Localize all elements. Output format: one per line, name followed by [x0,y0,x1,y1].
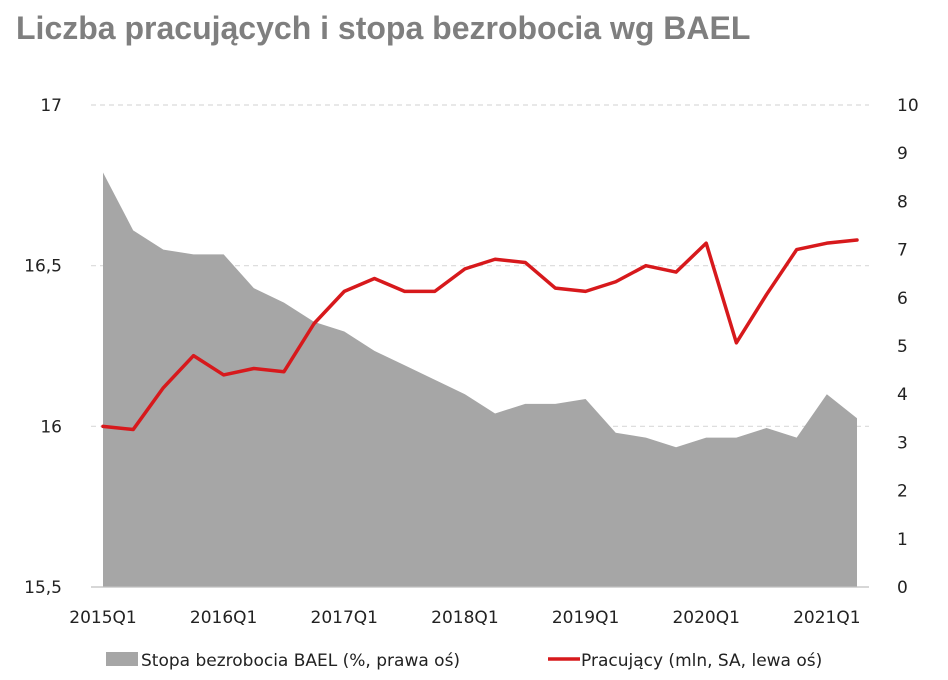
employment-line [101,238,859,432]
left-tick-label: 15,5 [24,578,62,598]
x-tick-label: 2015Q1 [69,608,136,628]
left-axis-tick-labels: 15,5 16 16,5 17 [24,96,62,598]
x-tick-label: 2016Q1 [190,608,257,628]
right-tick-label: 0 [897,578,908,598]
right-tick-label: 2 [897,482,908,502]
right-axis-tick-labels: 0 1 2 3 4 5 6 7 8 9 10 [897,96,919,598]
left-tick-label: 17 [40,96,62,116]
legend-label-unemployment: Stopa bezrobocia BAEL (%, prawa oś) [141,651,460,671]
right-tick-label: 8 [897,192,908,212]
legend-swatch-unemployment [106,652,138,666]
right-tick-label: 7 [897,241,908,261]
left-tick-label: 16,5 [24,257,62,277]
x-tick-label: 2020Q1 [672,608,739,628]
chart-title: Liczba pracujących i stopa bezrobocia wg… [16,10,751,46]
left-tick-label: 16 [40,417,62,437]
right-tick-label: 10 [897,96,919,116]
employment-line-series [101,238,859,432]
x-axis-tick-labels: 2015Q1 2016Q1 2017Q1 2018Q1 2019Q1 2020Q1 2021… [69,608,860,628]
right-tick-label: 5 [897,337,908,357]
x-tick-label: 2018Q1 [431,608,498,628]
x-tick-label: 2021Q1 [793,608,860,628]
legend-label-employment: Pracujący (mln, SA, lewa oś) [581,651,822,671]
legend: Stopa bezrobocia BAEL (%, prawa oś) Prac… [106,651,822,671]
unemployment-area [103,172,857,588]
right-tick-label: 4 [897,385,908,405]
right-tick-label: 1 [897,530,908,550]
x-tick-label: 2017Q1 [311,608,378,628]
right-tick-label: 6 [897,289,908,309]
right-tick-label: 9 [897,144,908,164]
right-tick-label: 3 [897,433,908,453]
x-tick-label: 2019Q1 [552,608,619,628]
unemployment-area-series [103,172,857,588]
